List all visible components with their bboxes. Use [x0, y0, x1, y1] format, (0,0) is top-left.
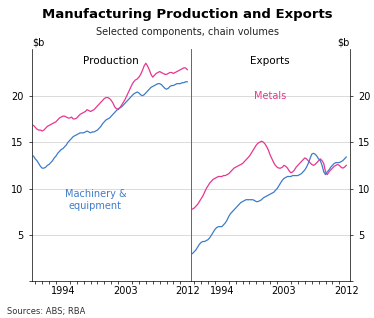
Text: Machinery &
equipment: Machinery & equipment: [65, 189, 126, 211]
Text: Selected components, chain volumes: Selected components, chain volumes: [95, 27, 279, 37]
Text: $b: $b: [337, 37, 350, 47]
Text: $b: $b: [32, 37, 44, 47]
Text: Metals: Metals: [254, 91, 286, 101]
Text: Sources: ABS; RBA: Sources: ABS; RBA: [7, 308, 86, 316]
Text: Manufacturing Production and Exports: Manufacturing Production and Exports: [42, 8, 332, 21]
Text: Production: Production: [83, 56, 139, 66]
Text: Exports: Exports: [251, 56, 290, 66]
